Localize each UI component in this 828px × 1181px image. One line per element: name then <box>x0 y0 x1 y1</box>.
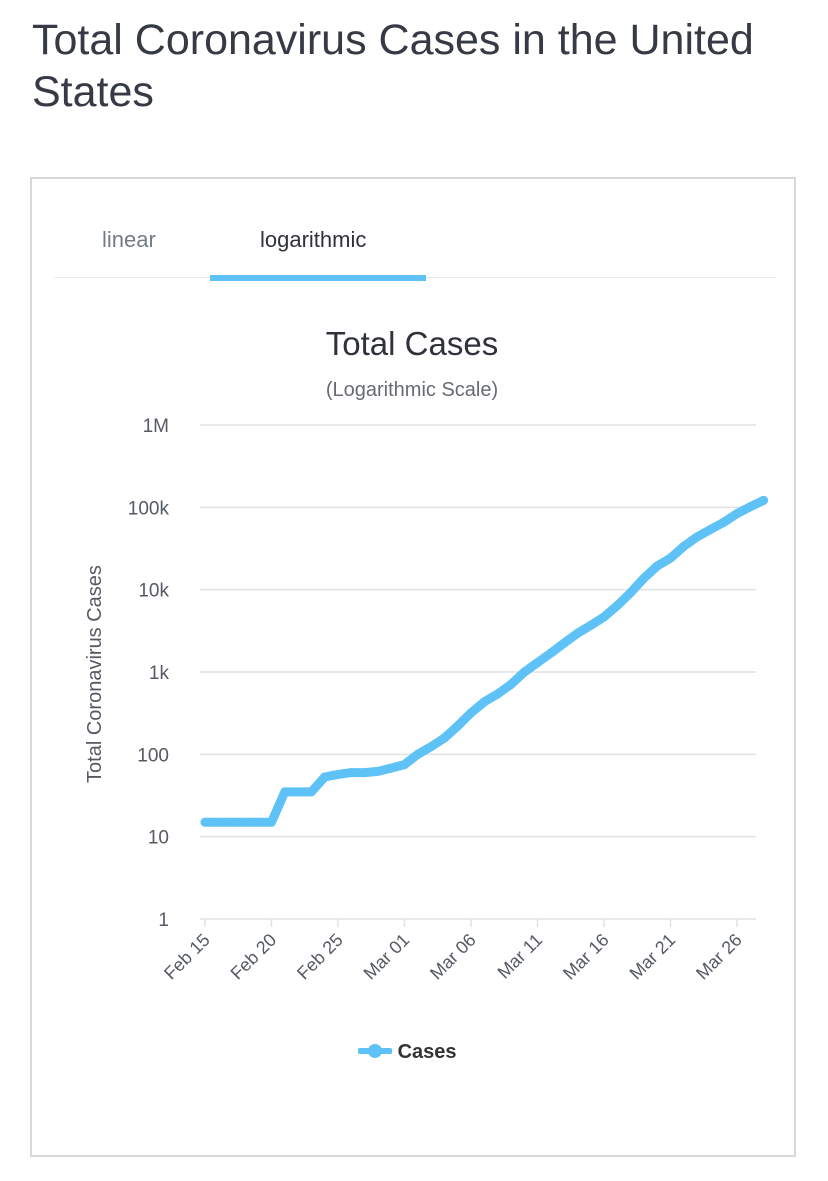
data-point[interactable] <box>533 658 542 668</box>
data-point[interactable] <box>506 680 516 690</box>
data-point[interactable] <box>213 817 223 827</box>
data-point[interactable] <box>519 667 529 677</box>
data-point[interactable] <box>200 817 210 827</box>
data-point[interactable] <box>639 573 649 583</box>
data-point[interactable] <box>719 517 729 527</box>
chart-card: linear logarithmic Total Cases (Logarith… <box>30 177 796 1157</box>
scale-tabs: linear logarithmic <box>54 209 776 281</box>
active-tab-indicator <box>210 275 426 281</box>
chart-subtitle: (Logarithmic Scale) <box>326 379 498 401</box>
y-tick-label: 1 <box>158 910 169 931</box>
data-point[interactable] <box>333 769 343 779</box>
data-point[interactable] <box>320 772 330 782</box>
y-tick-label: 10k <box>138 581 169 602</box>
y-tick-label: 10 <box>148 828 169 849</box>
y-axis-label: Total Coronavirus Cases <box>84 565 106 783</box>
data-point[interactable] <box>346 768 356 778</box>
data-point[interactable] <box>479 697 489 707</box>
x-tick-label: Mar 11 <box>494 930 547 983</box>
data-point[interactable] <box>759 495 769 505</box>
data-point[interactable] <box>293 787 303 797</box>
data-point[interactable] <box>626 588 636 598</box>
legend-series-label: Cases <box>397 1041 457 1063</box>
data-point[interactable] <box>599 612 609 622</box>
data-point[interactable] <box>386 763 396 773</box>
series-line-cases[interactable] <box>200 495 769 827</box>
data-point[interactable] <box>586 620 596 630</box>
legend[interactable]: Cases <box>357 1041 457 1064</box>
data-point[interactable] <box>413 749 423 759</box>
data-point[interactable] <box>493 689 503 699</box>
x-tick-label: Feb 15 <box>160 930 214 984</box>
data-point[interactable] <box>652 561 662 571</box>
data-point[interactable] <box>546 648 556 658</box>
data-point[interactable] <box>705 525 715 535</box>
data-point[interactable] <box>280 787 290 797</box>
x-tick-label: Mar 26 <box>692 930 746 984</box>
data-point[interactable] <box>745 502 755 512</box>
chart-title: Total Cases <box>326 325 498 362</box>
data-point[interactable] <box>267 817 276 827</box>
x-tick-label: Feb 25 <box>293 930 347 984</box>
data-point[interactable] <box>559 638 569 648</box>
data-point[interactable] <box>227 817 237 827</box>
data-point[interactable] <box>692 532 702 542</box>
tab-logarithmic[interactable]: logarithmic <box>260 227 367 252</box>
y-tick-label: 1M <box>143 416 169 437</box>
x-tick-label: Mar 01 <box>360 930 414 984</box>
y-tick-label: 1k <box>149 663 170 684</box>
data-point[interactable] <box>466 708 476 718</box>
data-point[interactable] <box>306 787 316 797</box>
data-point[interactable] <box>240 817 250 827</box>
cases-chart: Total Cases (Logarithmic Scale) Total Co… <box>84 325 769 984</box>
data-point[interactable] <box>612 601 622 611</box>
x-tick-label: Feb 20 <box>227 930 281 984</box>
data-point[interactable] <box>666 553 675 563</box>
data-point[interactable] <box>439 733 449 743</box>
y-tick-label: 100 <box>137 745 169 766</box>
legend-series-icon <box>357 1044 393 1058</box>
data-point[interactable] <box>400 760 409 770</box>
data-point[interactable] <box>373 766 383 776</box>
x-tick-label: Mar 16 <box>559 930 613 984</box>
data-point[interactable] <box>453 721 463 731</box>
page-title: Total Coronavirus Cases in the United St… <box>32 16 754 116</box>
data-point[interactable] <box>572 628 582 638</box>
y-tick-label: 100k <box>128 498 170 519</box>
data-point[interactable] <box>360 768 370 778</box>
data-point[interactable] <box>426 742 436 752</box>
x-tick-label: Mar 06 <box>426 930 480 984</box>
tab-linear[interactable]: linear <box>102 227 156 252</box>
data-point[interactable] <box>253 817 263 827</box>
data-point[interactable] <box>732 509 742 519</box>
x-tick-label: Mar 21 <box>626 930 680 984</box>
data-point[interactable] <box>679 541 689 551</box>
